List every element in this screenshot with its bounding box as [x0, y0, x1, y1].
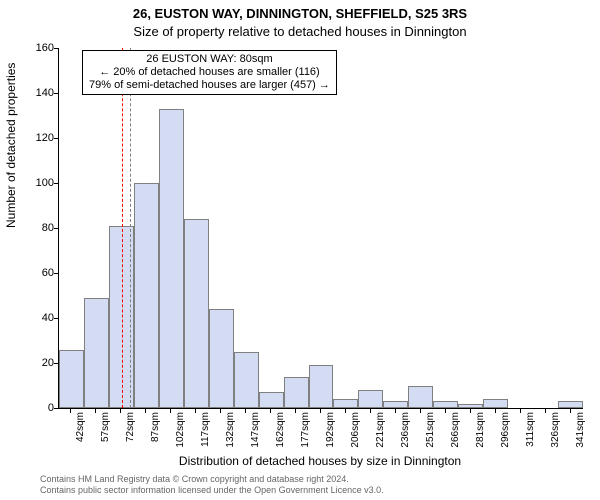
x-tick-mark: [445, 409, 446, 413]
y-tick-mark: [54, 228, 58, 229]
x-tick-mark: [395, 409, 396, 413]
histogram-bar: [433, 401, 458, 408]
histogram-bar: [209, 309, 234, 408]
x-tick-mark: [545, 409, 546, 413]
histogram-bar: [458, 404, 483, 409]
bars-layer: [59, 48, 583, 408]
reference-line: [122, 48, 123, 408]
x-tick-mark: [195, 409, 196, 413]
y-tick-mark: [54, 138, 58, 139]
x-tick-mark: [520, 409, 521, 413]
x-axis-label: Distribution of detached houses by size …: [58, 454, 582, 468]
y-tick-mark: [54, 183, 58, 184]
x-tick-mark: [295, 409, 296, 413]
y-tick-label: 40: [14, 313, 54, 324]
annotation-box: 26 EUSTON WAY: 80sqm ← 20% of detached h…: [82, 50, 337, 95]
histogram-bar: [84, 298, 109, 408]
x-tick-mark: [120, 409, 121, 413]
y-tick-label: 20: [14, 358, 54, 369]
y-tick-mark: [54, 408, 58, 409]
x-tick-mark: [145, 409, 146, 413]
plot-area: [58, 48, 583, 409]
annotation-line: 26 EUSTON WAY: 80sqm: [89, 53, 330, 66]
x-tick-mark: [420, 409, 421, 413]
x-tick-mark: [270, 409, 271, 413]
chart-title-line1: 26, EUSTON WAY, DINNINGTON, SHEFFIELD, S…: [0, 6, 600, 21]
histogram-bar: [309, 365, 334, 408]
chart-container: 26, EUSTON WAY, DINNINGTON, SHEFFIELD, S…: [0, 0, 600, 500]
x-tick-mark: [220, 409, 221, 413]
histogram-bar: [383, 401, 408, 408]
histogram-bar: [234, 352, 259, 408]
y-tick-label: 160: [14, 43, 54, 54]
reference-line: [130, 48, 131, 408]
footer-line: Contains HM Land Registry data © Crown c…: [40, 474, 384, 485]
footer-line: Contains public sector information licen…: [40, 485, 384, 496]
histogram-bar: [259, 392, 284, 408]
y-tick-label: 60: [14, 268, 54, 279]
y-tick-label: 80: [14, 223, 54, 234]
histogram-bar: [184, 219, 209, 408]
x-tick-mark: [495, 409, 496, 413]
histogram-bar: [59, 350, 84, 409]
footer: Contains HM Land Registry data © Crown c…: [40, 474, 384, 496]
histogram-bar: [483, 399, 508, 408]
histogram-bar: [358, 390, 383, 408]
histogram-bar: [134, 183, 159, 408]
histogram-bar: [159, 109, 184, 408]
y-tick-mark: [54, 93, 58, 94]
x-tick-mark: [70, 409, 71, 413]
y-tick-mark: [54, 273, 58, 274]
histogram-bar: [558, 401, 583, 408]
x-tick-mark: [95, 409, 96, 413]
y-tick-label: 140: [14, 88, 54, 99]
histogram-bar: [284, 377, 309, 409]
x-tick-mark: [245, 409, 246, 413]
y-tick-label: 0: [14, 403, 54, 414]
annotation-line: ← 20% of detached houses are smaller (11…: [89, 66, 330, 79]
x-tick-mark: [345, 409, 346, 413]
y-tick-label: 120: [14, 133, 54, 144]
chart-title-line2: Size of property relative to detached ho…: [0, 24, 600, 39]
x-tick-mark: [470, 409, 471, 413]
annotation-line: 79% of semi-detached houses are larger (…: [89, 79, 330, 92]
y-tick-label: 100: [14, 178, 54, 189]
y-tick-mark: [54, 318, 58, 319]
y-tick-mark: [54, 48, 58, 49]
histogram-bar: [333, 399, 358, 408]
x-tick-mark: [170, 409, 171, 413]
x-tick-mark: [320, 409, 321, 413]
x-tick-mark: [370, 409, 371, 413]
y-tick-mark: [54, 363, 58, 364]
x-tick-mark: [570, 409, 571, 413]
histogram-bar: [408, 386, 433, 409]
